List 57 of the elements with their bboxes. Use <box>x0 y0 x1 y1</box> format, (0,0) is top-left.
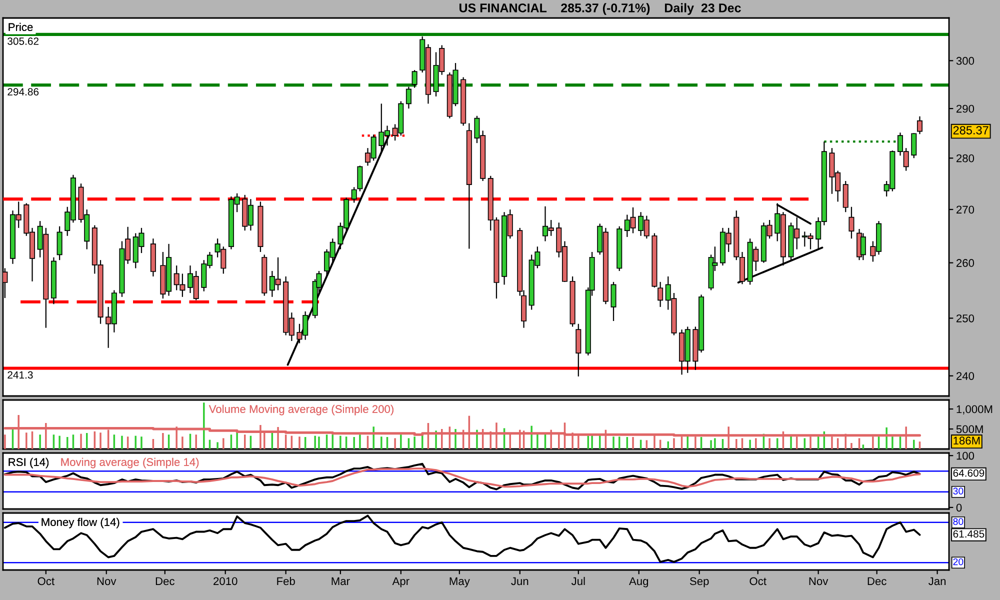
x-tick-label: Aug <box>629 577 648 588</box>
ref-line-label: 294.86 <box>8 88 39 96</box>
y-tick-label: 0 <box>956 504 962 512</box>
ref-line-label: 305.62 <box>8 38 39 45</box>
x-tick-label: Nov <box>97 577 116 586</box>
x-tick-label: May <box>450 577 470 588</box>
annotation: 64.609 <box>953 469 984 477</box>
series-label: Money flow (14) <box>42 518 120 528</box>
x-tick-label: Dec <box>868 577 886 586</box>
x-tick-label: Mar <box>332 577 350 586</box>
ref-line-label: 80 <box>953 518 964 525</box>
x-tick-label: Dec <box>156 577 174 586</box>
candlestick <box>412 70 418 88</box>
y-tick-label: 260 <box>956 259 974 267</box>
series-label: Moving average (Simple 14) <box>61 458 199 468</box>
x-tick-label: Nov <box>809 577 828 586</box>
candlestick <box>610 281 616 322</box>
x-tick-label: Jul <box>571 576 585 586</box>
x-tick-label: Apr <box>392 577 410 588</box>
candlestick <box>911 132 917 159</box>
y-tick-label: 280 <box>956 154 974 162</box>
x-tick-label: Oct <box>38 577 54 586</box>
candlestick <box>406 86 412 110</box>
ref-line-label: 20 <box>953 558 964 566</box>
series-label: Volume Moving average (Simple 200) <box>208 404 394 416</box>
x-tick-label: Sep <box>690 577 709 588</box>
y-tick-label: 300 <box>956 56 974 65</box>
candlestick <box>56 226 62 261</box>
x-tick-label: Feb <box>277 576 295 586</box>
ref-line-label: 30 <box>953 488 964 494</box>
y-tick-label: 100 <box>956 452 974 460</box>
candlestick <box>357 165 363 192</box>
x-tick-label: 2010 <box>214 577 238 586</box>
candlestick <box>842 180 848 213</box>
y-tick-label: 1,000M <box>956 405 992 414</box>
y-tick-label: 250 <box>956 314 974 322</box>
series-label: RSI (14) <box>8 458 49 468</box>
x-tick-label: Jun <box>511 577 528 586</box>
candlestick <box>860 232 866 261</box>
y-tick-label: 270 <box>956 206 974 214</box>
annotation: 186M <box>954 436 980 445</box>
candlestick <box>658 281 664 308</box>
annotation: 285.37 <box>953 126 988 134</box>
y-tick-label: 500M <box>956 425 983 434</box>
y-tick-label: 240 <box>956 372 974 380</box>
candlestick <box>916 116 923 135</box>
candlestick <box>848 206 854 240</box>
text: Price <box>8 22 33 32</box>
y-tick-label: 290 <box>956 104 974 113</box>
chart-title: US FINANCIAL 285.37 (-0.71%) Daily 23 Dec <box>459 3 741 15</box>
x-tick-label: Oct <box>750 577 766 586</box>
line-series <box>4 468 921 488</box>
annotation: 61.485 <box>953 530 984 538</box>
candlestick <box>576 323 582 377</box>
ref-line-label: 241.3 <box>8 371 33 379</box>
x-tick-label: Jan <box>928 577 946 586</box>
candlestick <box>351 186 357 204</box>
